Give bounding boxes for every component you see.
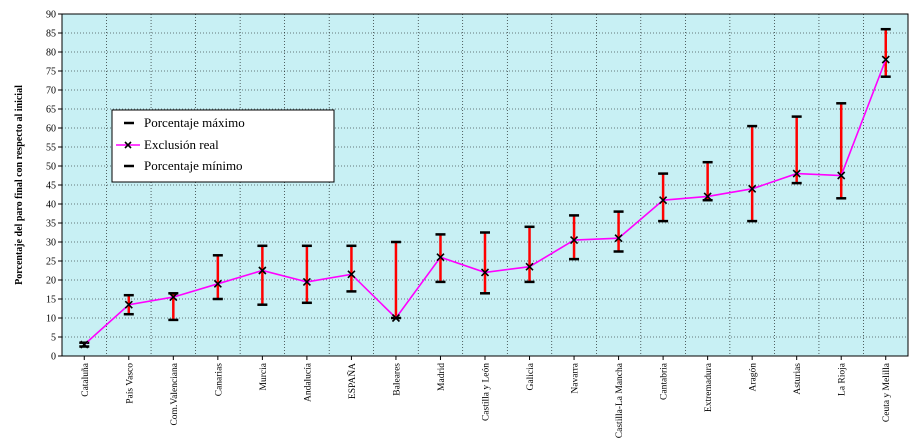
y-tick-label: 25 [46,257,56,268]
real-point-marker [525,262,534,271]
real-point-marker [748,184,757,193]
y-tick-label: 55 [46,143,56,154]
y-tick-label: 75 [46,67,56,78]
x-category-label: Galicia [526,362,536,390]
y-tick-label: 80 [46,48,56,59]
y-tick-label: 35 [46,219,56,230]
real-point-marker [703,192,712,201]
legend-label-min: Porcentaje mínimo [144,158,243,173]
real-point-marker [436,253,445,262]
y-tick-label: 70 [46,86,56,97]
real-point-marker [258,266,267,275]
real-point-marker [792,169,801,178]
legend-label-max: Porcentaje máximo [144,115,245,130]
real-point-marker [881,55,890,64]
real-point-marker [347,270,356,279]
y-tick-label: 15 [46,295,56,306]
y-tick-label: 90 [46,10,56,21]
real-point-marker [614,234,623,243]
real-point-marker [837,171,846,180]
real-point-marker [169,293,178,302]
legend-swatch-real-marker [124,141,132,149]
legend: Porcentaje máximo Exclusión real Porcent… [111,109,335,183]
y-tick-label: 30 [46,238,56,249]
x-category-label: Aragón [749,363,759,392]
real-point-marker [480,268,490,277]
x-category-label: Canarias [214,363,224,397]
real-point-marker [391,313,401,323]
x-category-label: Asturias [793,363,803,395]
y-tick-label: 50 [46,162,56,173]
legend-label-real: Exclusión real [144,137,219,152]
x-category-label: Madrid [437,363,447,391]
x-category-label: Murcia [259,362,269,390]
y-tick-label: 40 [46,200,56,211]
y-tick-label: 45 [46,181,56,192]
real-point-marker [80,340,89,349]
legend-box [111,109,335,183]
x-category-label: Castilla-La Mancha [615,362,625,438]
x-category-label: La Rioja [838,362,848,396]
y-tick-label: 5 [51,333,56,344]
real-point-marker [124,300,133,309]
x-category-label: Cataluña [81,362,91,397]
y-tick-label: 60 [46,124,56,135]
series-markers [80,55,890,349]
x-category-label: Ceuta y Melilla [882,362,892,422]
real-point-marker [213,279,222,288]
x-category-label: País Vasco [125,363,135,404]
y-tick-label: 65 [46,105,56,116]
real-point-marker [659,196,668,205]
x-category-label: Castilla y León [482,363,492,421]
x-category-label: Extremadura [704,362,714,412]
x-category-label: Baleares [392,363,402,396]
x-category-label: Cantabria [660,362,670,400]
x-axis-categories: Cataluña País Vasco Com.Valenciana Canarias… [81,356,892,438]
real-point-marker [302,277,311,286]
y-tick-label: 20 [46,276,56,287]
y-axis-label: Porcentaje del paro final con respecto a… [14,85,25,285]
y-tick-label: 10 [46,314,56,325]
x-category-label: Andalucía [303,362,313,402]
x-category-label: Navarra [571,362,581,393]
y-tick-label: 85 [46,29,56,40]
x-category-label: Com.Valenciana [170,362,180,425]
y-tick-label: 0 [51,352,56,363]
x-category-label: ESPAÑA [346,363,358,399]
y-axis-ticks: 0 5 10 15 20 25 30 35 40 45 50 55 60 65 70 75 80 85 90 [46,10,62,363]
real-point-marker [569,236,579,245]
